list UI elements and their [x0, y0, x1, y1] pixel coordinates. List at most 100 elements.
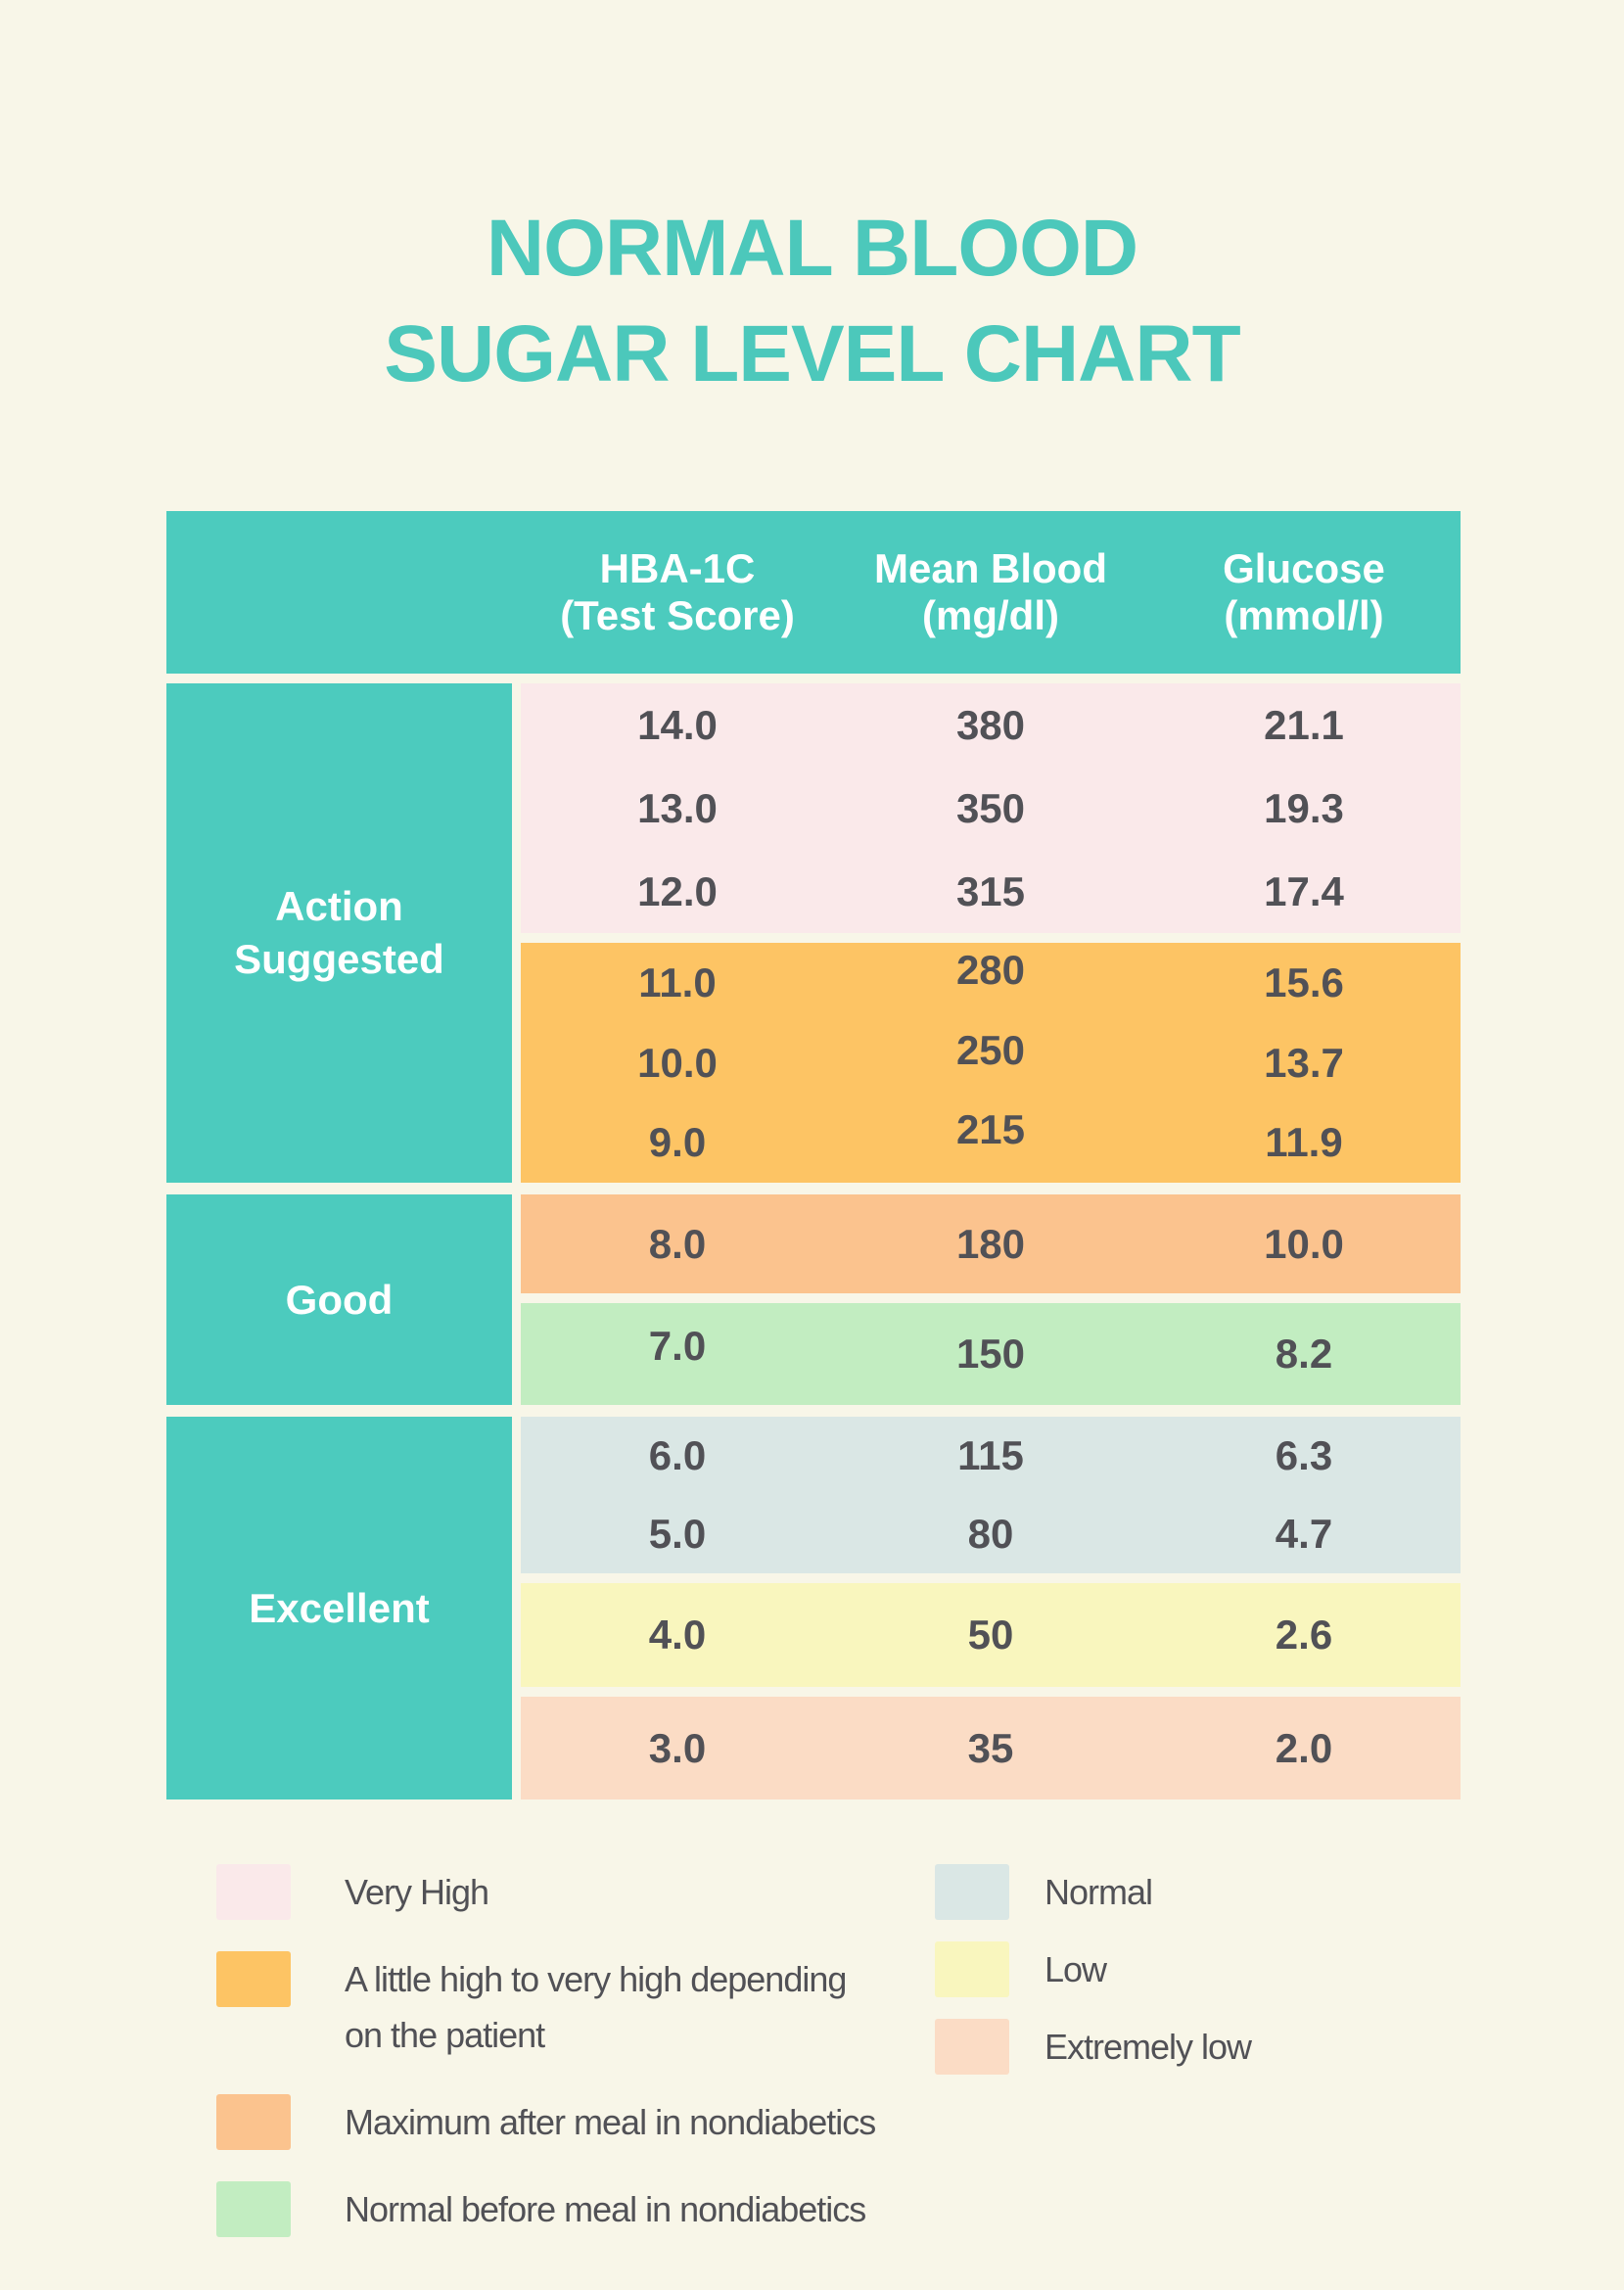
value-cell: 12.0: [637, 867, 718, 914]
group-label-line: Good: [285, 1276, 394, 1323]
page-title: NORMAL BLOOD SUGAR LEVEL CHART: [0, 196, 1624, 407]
table-row: 7.0 150 8.2: [521, 1303, 1461, 1405]
value-cell: 13.7: [1264, 1039, 1344, 1086]
header-mean-blood-line2: (mg/dl): [922, 592, 1059, 638]
legend-label: Normal: [1044, 1872, 1153, 1912]
value-cell: 11.9: [1265, 1119, 1343, 1166]
value-cell: 2.6: [1275, 1612, 1333, 1658]
table-row: 4.0 50 2.6: [521, 1583, 1461, 1687]
value-cell: 250: [955, 1026, 1026, 1073]
legend-item-low: Low: [935, 1941, 1251, 1997]
legend-swatch-extremely-low: [935, 2019, 1009, 2075]
legend-label: A little high to very high depending: [345, 1959, 847, 1999]
value-cell: 2.0: [1275, 1724, 1333, 1771]
value-cell: 280: [955, 946, 1026, 993]
header-glucose-line1: Glucose: [1223, 545, 1385, 591]
group-label-line: Excellent: [249, 1584, 430, 1631]
value-cell: 13.0: [637, 784, 718, 831]
value-cell: 215: [955, 1106, 1026, 1153]
header-hba1c-line1: HBA-1C: [599, 545, 756, 591]
value-cell: 14.0: [637, 701, 718, 748]
header-glucose-line2: (mmol/l): [1224, 592, 1384, 638]
group-good: Good 8.0 180 10.0 7.0 150 8.2: [166, 1194, 1461, 1405]
legend-swatch-very-high: [216, 1864, 291, 1920]
table-row: 9.0 215 11.9: [521, 1102, 1461, 1183]
legend-column-right: Normal Low Extremely low: [935, 1864, 1252, 2096]
value-cell: 150: [955, 1331, 1026, 1377]
page-title-line-1: NORMAL BLOOD: [486, 204, 1138, 293]
group-label-excellent: Excellent: [166, 1417, 512, 1799]
section-extremely-low: 3.0 35 2.0: [521, 1697, 1461, 1799]
value-cell: 10.0: [1264, 1220, 1344, 1267]
value-cell: 350: [955, 784, 1026, 831]
table-row: 8.0 180 10.0: [521, 1194, 1461, 1293]
section-normal: 6.0 115 6.3 5.0 80 4.7: [521, 1417, 1461, 1573]
value-cell: 4.0: [648, 1612, 707, 1658]
legend-label: Normal before meal in nondiabetics: [345, 2189, 866, 2229]
value-cell: 8.0: [648, 1220, 707, 1267]
value-cell: 5.0: [648, 1511, 707, 1557]
table-row: 5.0 80 4.7: [521, 1495, 1461, 1573]
legend-swatch-low: [935, 1941, 1009, 1997]
legend-item-little-high: A little high to very high depending on …: [216, 1951, 875, 2063]
table-row: 6.0 115 6.3: [521, 1417, 1461, 1495]
legend-item-normal: Normal: [935, 1864, 1251, 1920]
table-row: 14.0 380 21.1: [521, 683, 1461, 767]
blood-sugar-table: HBA-1C (Test Score) Mean Blood (mg/dl) G…: [166, 511, 1461, 1799]
value-cell: 17.4: [1264, 867, 1344, 914]
table-row: 11.0 280 15.6: [521, 943, 1461, 1023]
section-normal-before-meal: 7.0 150 8.2: [521, 1303, 1461, 1405]
legend-label: Low: [1044, 1949, 1107, 1989]
legend-label: Very High: [345, 1872, 489, 1912]
group-excellent: Excellent 6.0 115 6.3 5.0 80 4.7: [166, 1417, 1461, 1799]
header-cell-hba1c: HBA-1C (Test Score): [521, 545, 834, 639]
legend-item-extremely-low: Extremely low: [935, 2019, 1252, 2075]
value-cell: 35: [967, 1724, 1014, 1771]
legend-item-max-after-meal: Maximum after meal in nondiabetics: [216, 2094, 876, 2150]
value-cell: 19.3: [1264, 784, 1344, 831]
legend-swatch-normal: [935, 1864, 1009, 1920]
table-header-row: HBA-1C (Test Score) Mean Blood (mg/dl) G…: [166, 511, 1461, 674]
value-cell: 315: [955, 867, 1026, 914]
section-little-high: 11.0 280 15.6 10.0 250 13.7 9.0 215 11.9: [521, 943, 1461, 1183]
legend-label: on the patient: [345, 2015, 545, 2055]
legend-column-left: Very High A little high to very high dep…: [216, 1864, 876, 2268]
value-cell: 7.0: [648, 1323, 707, 1369]
legend-swatch-normal-before-meal: [216, 2181, 291, 2237]
legend: Very High A little high to very high dep…: [0, 1856, 1624, 2267]
section-very-high: 14.0 380 21.1 13.0 350 19.3 12.0 315 17.…: [521, 683, 1461, 933]
section-low: 4.0 50 2.6: [521, 1583, 1461, 1687]
legend-item-very-high: Very High: [216, 1864, 875, 1920]
legend-item-normal-before-meal: Normal before meal in nondiabetics: [216, 2181, 875, 2237]
value-cell: 11.0: [638, 958, 717, 1005]
legend-swatch-little-high: [216, 1951, 291, 2007]
value-cell: 6.3: [1275, 1432, 1333, 1478]
value-cell: 80: [967, 1511, 1014, 1557]
group-action-suggested: Action Suggested 14.0 380 21.1 13.0 350 …: [166, 683, 1461, 1183]
value-cell: 8.2: [1275, 1331, 1333, 1377]
table-row: 12.0 315 17.4: [521, 850, 1461, 933]
page-title-line-2: SUGAR LEVEL CHART: [384, 309, 1240, 398]
header-hba1c-line2: (Test Score): [560, 592, 795, 638]
header-cell-mean-blood: Mean Blood (mg/dl): [834, 545, 1147, 639]
table-row: 3.0 35 2.0: [521, 1697, 1461, 1799]
legend-label: Maximum after meal in nondiabetics: [345, 2102, 876, 2142]
value-cell: 15.6: [1264, 958, 1344, 1005]
value-cell: 3.0: [648, 1724, 707, 1771]
group-label-action-suggested: Action Suggested: [166, 683, 512, 1183]
value-cell: 115: [957, 1432, 1024, 1478]
legend-label: Extremely low: [1044, 2027, 1252, 2067]
header-cell-glucose: Glucose (mmol/l): [1147, 545, 1461, 639]
group-label-line: Suggested: [234, 936, 444, 982]
value-cell: 6.0: [648, 1432, 707, 1478]
header-mean-blood-line1: Mean Blood: [874, 545, 1107, 591]
value-cell: 9.0: [648, 1119, 707, 1166]
value-cell: 380: [955, 701, 1026, 748]
value-cell: 4.7: [1275, 1511, 1333, 1557]
group-label-line: Action: [275, 883, 403, 929]
table-row: 10.0 250 13.7: [521, 1023, 1461, 1103]
table-row: 13.0 350 19.3: [521, 767, 1461, 850]
value-cell: 10.0: [637, 1039, 718, 1086]
value-cell: 180: [955, 1220, 1026, 1267]
